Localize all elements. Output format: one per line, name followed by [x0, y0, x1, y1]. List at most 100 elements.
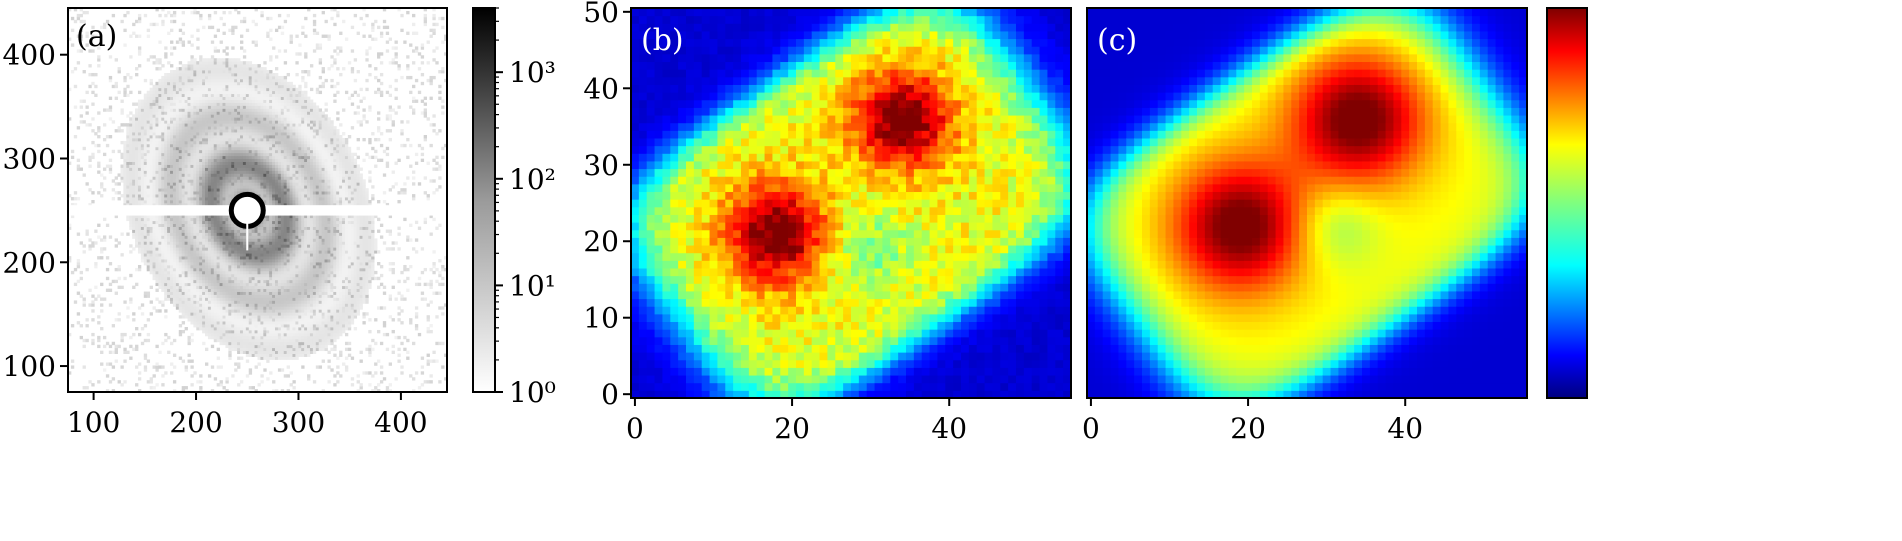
panel-a-pixel [140, 102, 145, 106]
panel-a-pixel [266, 114, 270, 118]
panel-a-pixel [143, 140, 148, 145]
panel-a-pixel [216, 259, 220, 263]
panel-a-pixel [251, 70, 255, 74]
panel-a-pixel [274, 329, 279, 334]
panel-a-pixel [266, 84, 270, 89]
panel-a-pixel [222, 64, 226, 68]
panel-a-pixel [196, 146, 200, 151]
panel-a-pixel [199, 137, 203, 142]
panel-a-pixel [231, 223, 235, 227]
panel-a-pixel [205, 117, 209, 121]
panel-a-pixel [172, 282, 177, 287]
panel-a-pixel [164, 114, 168, 118]
panel-a-pixel [231, 297, 235, 301]
panel-a-pixel [231, 256, 235, 260]
panel-a-pixel [190, 87, 194, 92]
panel-a-pixel [155, 99, 159, 103]
panel-a-pixel [210, 288, 215, 292]
panel-a-pixel [149, 152, 153, 157]
panel-a-pixel [199, 93, 203, 98]
panel-a-pixel [266, 202, 270, 207]
panel-a-pixel [184, 250, 188, 254]
panel-a-pixel [178, 300, 183, 304]
panel-a-pixel [231, 152, 235, 157]
panel-a-pixel [210, 111, 215, 115]
panel-a-pixel [132, 129, 136, 133]
panel-a-pixel [202, 241, 206, 245]
panel-a-pixel [137, 146, 142, 151]
panel-a-pixel [111, 179, 116, 183]
panel-a-pixel [152, 270, 156, 275]
panel-a-pixel [272, 267, 276, 272]
panel-a-pixel [187, 72, 191, 77]
panel-a-pixel [242, 306, 247, 310]
panel-a-pixel [254, 259, 258, 263]
panel-a-pixel [242, 229, 247, 233]
panel-a-pixel [269, 72, 273, 77]
panel-a-pixel [202, 146, 206, 151]
panel-a-pixel [172, 303, 177, 307]
panel-a-pixel [222, 324, 226, 328]
panel-a-pixel [225, 341, 229, 346]
panel-a-pixel [202, 167, 206, 171]
panel-a-pixel [114, 350, 118, 354]
panel-a-pixel [272, 338, 276, 343]
panel-a-pixel [234, 250, 238, 254]
panel-a-pixel [158, 200, 162, 204]
panel-a-pixel [251, 321, 255, 325]
panel-a-pixel [161, 214, 165, 219]
panel-a-pixel [149, 270, 153, 275]
panel-a-pixel [178, 214, 183, 219]
panel-a-pixel [210, 158, 215, 162]
panel-a-pixel [100, 25, 104, 30]
panel-a-pixel [152, 126, 156, 130]
panel-a-pixel [129, 152, 133, 157]
panel-a-pixel [170, 108, 174, 112]
panel-a-pixel [190, 173, 194, 177]
panel-a-pixel [237, 335, 241, 340]
panel-a-pixel [79, 241, 83, 245]
panel-a-pixel [167, 155, 171, 160]
panel-a-pixel [152, 273, 156, 278]
panel-a-pixel [269, 214, 273, 219]
panel-a-pixel [237, 264, 241, 269]
panel-a-pixel [82, 338, 86, 343]
panel-a-pixel [135, 149, 139, 154]
panel-a-pixel [196, 238, 200, 242]
panel-a-pixel [190, 185, 194, 189]
panel-a-pixel [219, 217, 223, 222]
panel-a-pixel [158, 161, 162, 165]
panel-a-pixel [228, 137, 232, 142]
panel-a-pixel [137, 132, 142, 136]
panel-a-pixel [228, 291, 232, 295]
panel-a-pixel [184, 84, 188, 89]
panel-a-pixel [172, 146, 177, 151]
panel-a-pixel [155, 235, 159, 239]
panel-a-pixel [248, 90, 253, 95]
panel-a-pixel [181, 164, 186, 168]
panel-a-pixel [152, 259, 156, 263]
panel-a-pixel [210, 270, 215, 275]
panel-a-pixel [266, 126, 270, 130]
panel-a-pixel [245, 87, 250, 92]
panel-a-pixel [114, 291, 118, 295]
panel-a-pixel [193, 81, 197, 86]
panel-a-pixel [149, 170, 153, 174]
panel-a-pixel [254, 270, 258, 275]
panel-a-pixel [172, 365, 177, 369]
panel-a-pixel [231, 303, 235, 307]
panel-a-pixel [228, 232, 232, 236]
panel-a-pixel [190, 43, 194, 47]
panel-a-pixel [242, 152, 247, 157]
panel-a-pixel [207, 297, 212, 301]
panel-a-pixel [167, 135, 171, 139]
panel-a-pixel [193, 137, 197, 142]
panel-a-pixel [240, 90, 244, 95]
panel-a-pixel [222, 135, 226, 139]
panel-a-pixel [175, 194, 180, 198]
panel-a-pixel [187, 87, 191, 92]
panel-a-pixel [260, 164, 264, 168]
panel-a-pixel [137, 197, 142, 201]
panel-a-pixel [181, 297, 186, 301]
panel-a-pixel [248, 105, 253, 109]
